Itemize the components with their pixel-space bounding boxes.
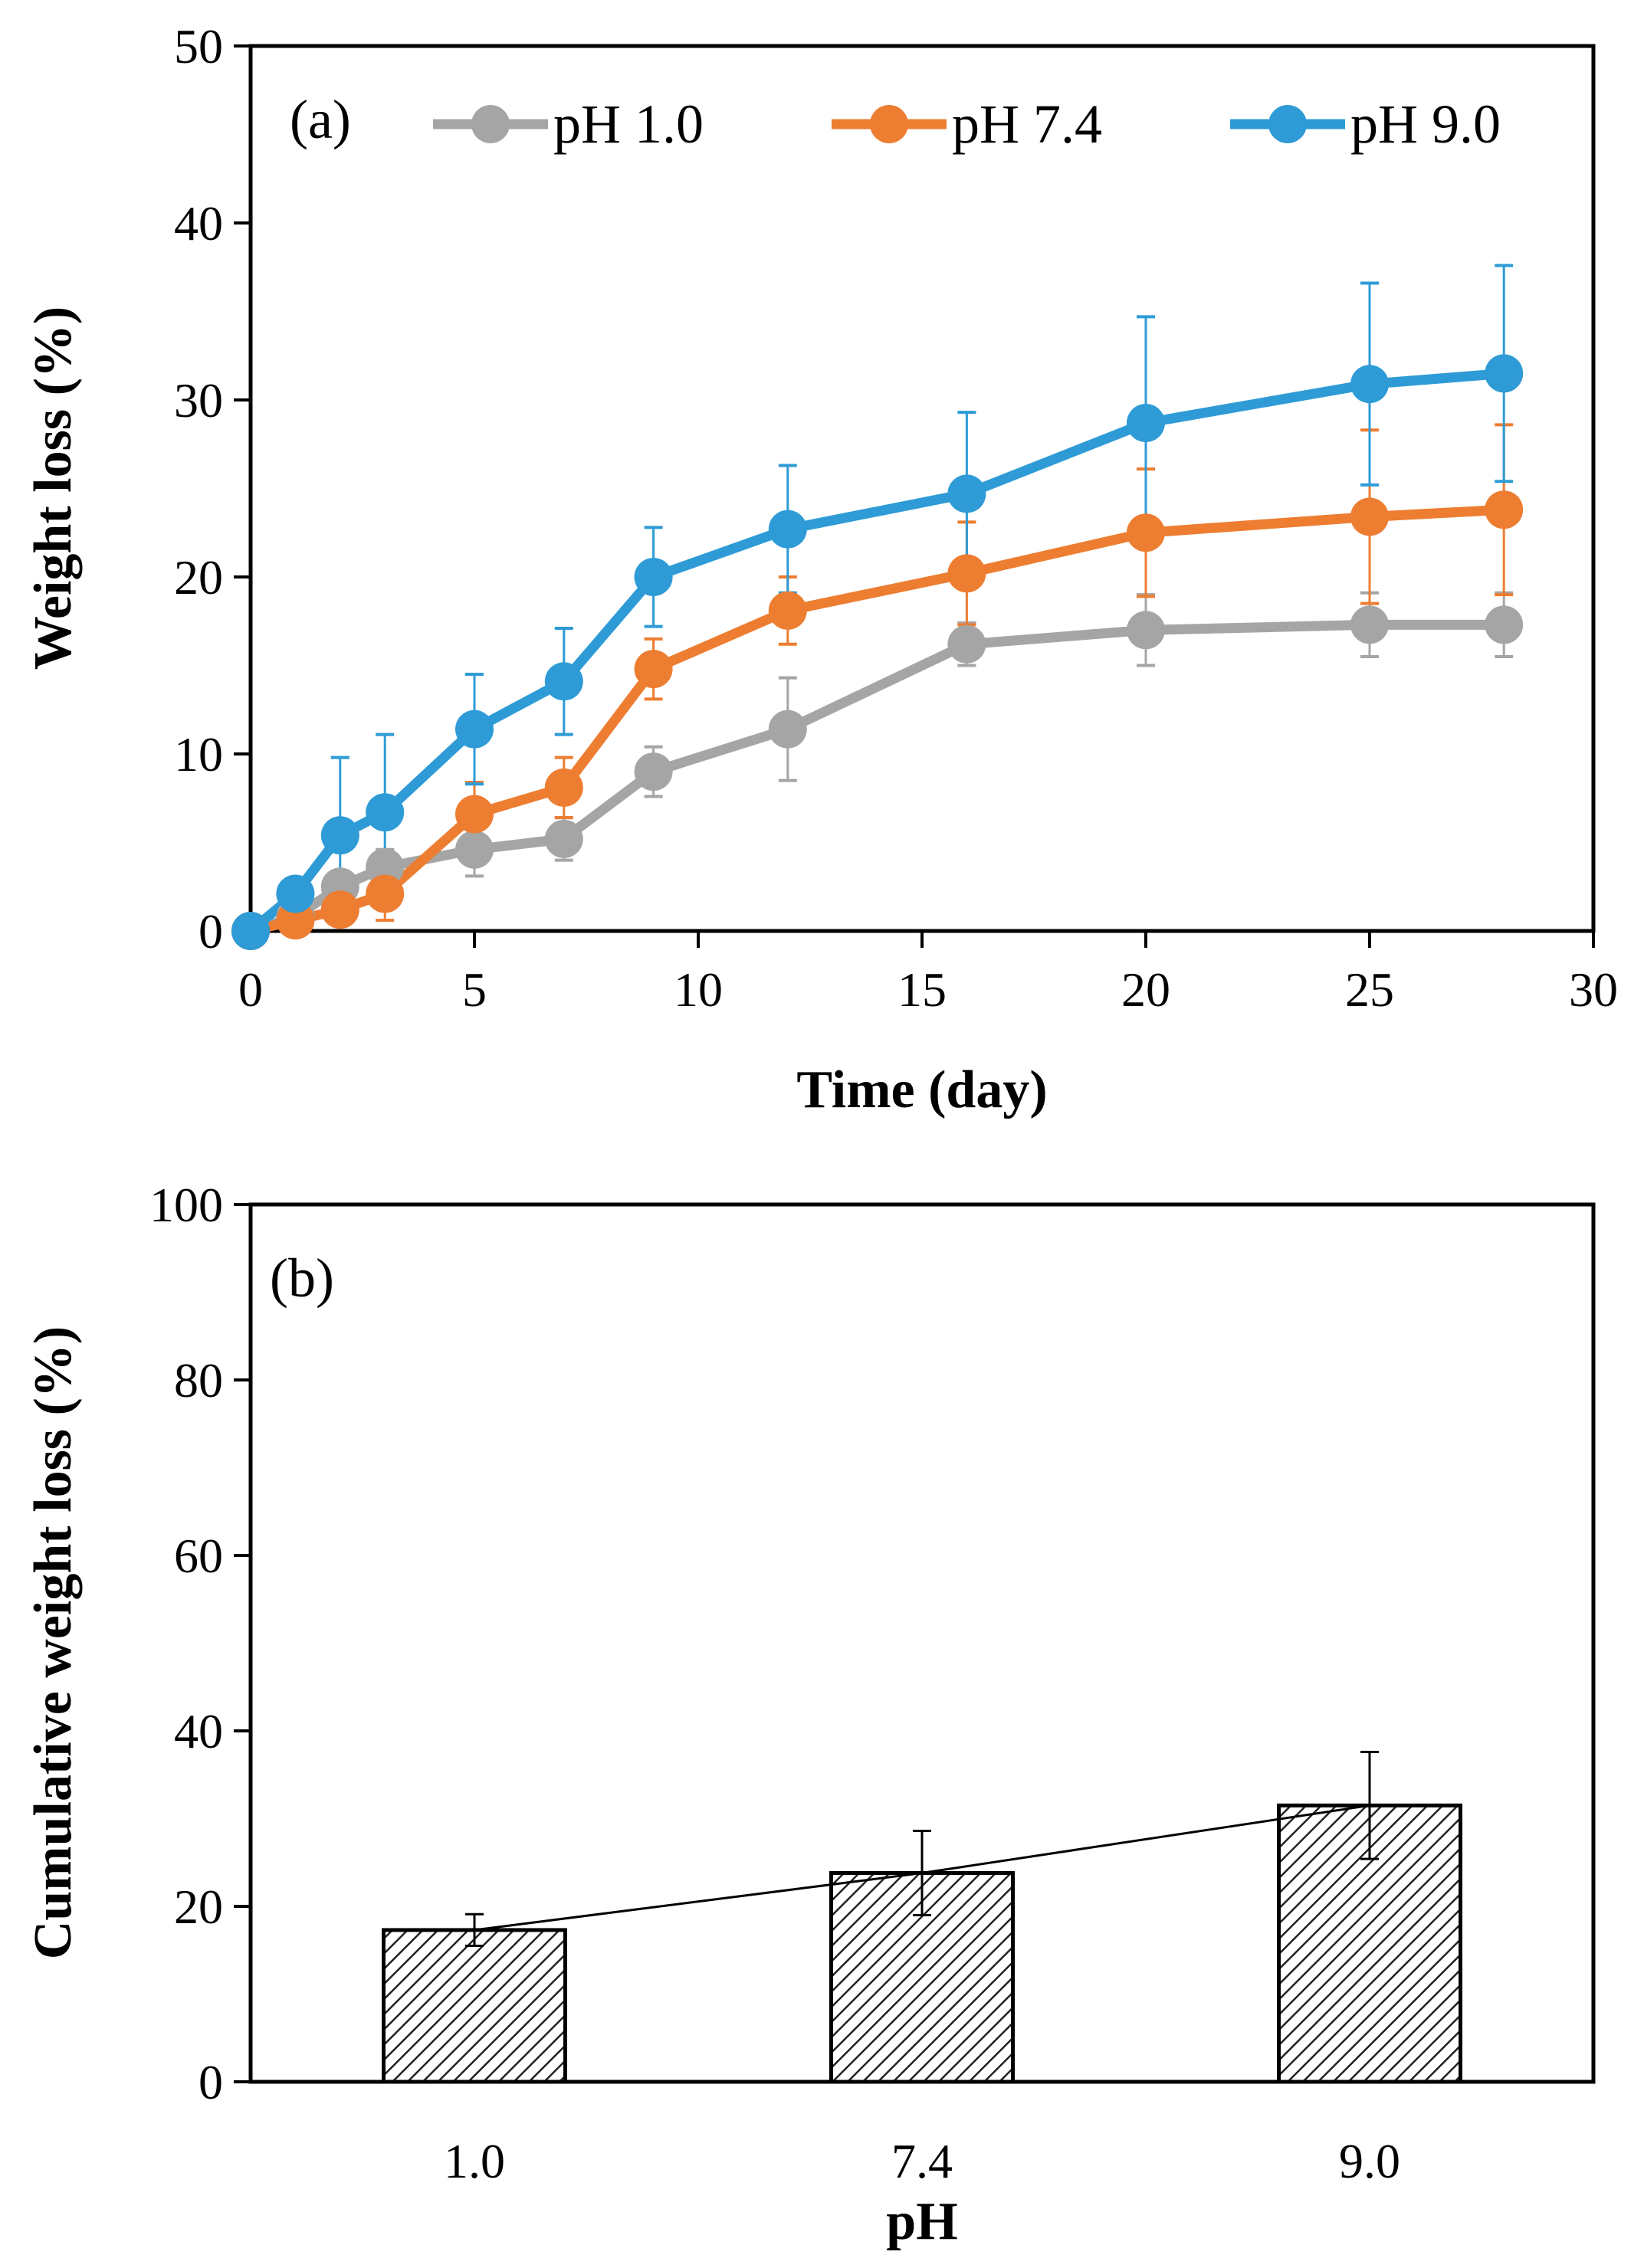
y-tick-label-b-20: 20 <box>174 1880 223 1934</box>
legend-marker-ph-9-0 <box>1268 105 1307 143</box>
panel-label-a: (a) <box>290 89 351 150</box>
legend-item-ph-7-4: pH 7.4 <box>832 93 1102 155</box>
x-tick-label-b-9-0: 9.0 <box>1339 2134 1400 2188</box>
x-tick-label-b-7-4: 7.4 <box>891 2134 953 2188</box>
y-axis-title-b: Cumulative weight loss (%) <box>24 1326 83 1959</box>
x-tick-label-a-30: 30 <box>1569 962 1618 1017</box>
y-tick-label-a-30: 30 <box>174 373 223 428</box>
x-tick-label-a-25: 25 <box>1345 962 1394 1017</box>
panel-label-b: (b) <box>270 1247 334 1309</box>
data-point-ph-7-4-2 <box>320 890 359 929</box>
x-tick-label-b-1-0: 1.0 <box>444 2134 505 2188</box>
chart-panel-b: 0 20 40 60 80 100 1.0 7.4 9.0 (b) pH Cumulative… <box>24 1178 1596 2251</box>
legend-item-ph-1-0: pH 1.0 <box>433 93 704 155</box>
data-point-ph-9-0-5 <box>544 662 583 701</box>
data-point-ph-9-0-7 <box>768 510 807 549</box>
legend-marker-ph-1-0 <box>471 105 510 143</box>
data-point-ph-1-0-9 <box>1127 611 1165 650</box>
x-axis-title-a: Time (day) <box>796 1060 1047 1119</box>
legend-label-ph-7-4: pH 7.4 <box>952 93 1102 155</box>
x-tick-label-a-5: 5 <box>462 962 487 1017</box>
series-points-a <box>231 354 1524 950</box>
data-point-ph-1-0-3 <box>366 847 405 887</box>
y-tick-label-a-40: 40 <box>174 196 223 251</box>
y-tick-label-b-40: 40 <box>174 1704 223 1758</box>
data-point-ph-9-0-2 <box>320 816 359 855</box>
data-point-ph-9-0-6 <box>634 558 673 596</box>
data-point-ph-1-0-11 <box>1485 605 1524 644</box>
data-point-ph-9-0-1 <box>276 874 315 913</box>
x-tick-label-a-10: 10 <box>674 962 723 1017</box>
y-axis-a: 0 10 20 30 40 50 <box>174 19 251 959</box>
x-axis-title-b: pH <box>886 2192 957 2251</box>
y-tick-label-a-50: 50 <box>174 19 223 74</box>
data-point-ph-9-0-9 <box>1127 404 1165 443</box>
plot-area-a <box>248 44 1596 933</box>
data-point-ph-7-4-6 <box>634 650 673 689</box>
x-axis-b: 1.0 7.4 9.0 <box>444 2134 1400 2188</box>
legend-a: pH 1.0 pH 7.4 pH 9.0 <box>433 93 1501 155</box>
data-point-ph-1-0-6 <box>634 752 673 792</box>
x-tick-label-a-0: 0 <box>238 962 263 1017</box>
x-tick-label-a-15: 15 <box>897 962 947 1017</box>
data-point-ph-7-4-1 <box>276 901 315 940</box>
data-point-ph-7-4-8 <box>947 554 986 593</box>
legend-label-ph-9-0: pH 9.0 <box>1350 93 1501 155</box>
y-tick-label-a-0: 0 <box>199 904 223 959</box>
y-tick-label-b-80: 80 <box>174 1353 223 1408</box>
data-point-ph-7-4-5 <box>544 768 583 807</box>
data-point-ph-7-4-3 <box>366 874 405 913</box>
error-bars-b <box>465 1750 1379 1948</box>
data-point-ph-9-0-11 <box>1485 354 1524 393</box>
y-tick-label-b-60: 60 <box>174 1529 223 1583</box>
y-tick-label-a-10: 10 <box>174 727 223 782</box>
data-point-ph-7-4-10 <box>1350 497 1389 536</box>
y-tick-label-a-20: 20 <box>174 550 223 605</box>
legend-label-ph-1-0: pH 1.0 <box>553 93 704 155</box>
data-point-ph-1-0-7 <box>768 710 807 749</box>
y-axis-b: 0 20 40 60 80 100 <box>149 1178 251 2109</box>
legend-marker-ph-7-4 <box>870 105 908 143</box>
y-tick-label-b-0: 0 <box>199 2055 223 2109</box>
x-axis-a: 0 5 10 15 20 25 30 <box>238 931 1618 1017</box>
data-point-ph-1-0-8 <box>947 624 986 664</box>
y-tick-label-b-100: 100 <box>149 1178 223 1232</box>
data-point-ph-7-4-4 <box>455 795 494 834</box>
data-point-ph-9-0-10 <box>1350 365 1389 404</box>
chart-panel-a: 0 10 20 30 40 50 0 5 10 15 20 25 30 (a) pH 1.0 pH 7… <box>24 19 1618 1119</box>
bar-ph-1-0 <box>382 1928 567 2084</box>
data-point-ph-7-4-11 <box>1485 490 1524 529</box>
data-point-ph-1-0-5 <box>544 819 583 858</box>
data-point-ph-9-0-0 <box>231 912 270 950</box>
data-point-ph-7-4-7 <box>768 591 807 630</box>
data-point-ph-1-0-4 <box>455 830 494 869</box>
data-point-ph-1-0-10 <box>1350 605 1389 644</box>
data-point-ph-9-0-4 <box>455 710 494 749</box>
legend-item-ph-9-0: pH 9.0 <box>1230 93 1501 155</box>
y-axis-title-a: Weight loss (%) <box>24 306 83 670</box>
data-point-ph-9-0-3 <box>366 793 405 832</box>
data-point-ph-7-4-9 <box>1127 513 1165 552</box>
data-point-ph-9-0-8 <box>947 474 986 513</box>
x-tick-label-a-20: 20 <box>1121 962 1170 1017</box>
